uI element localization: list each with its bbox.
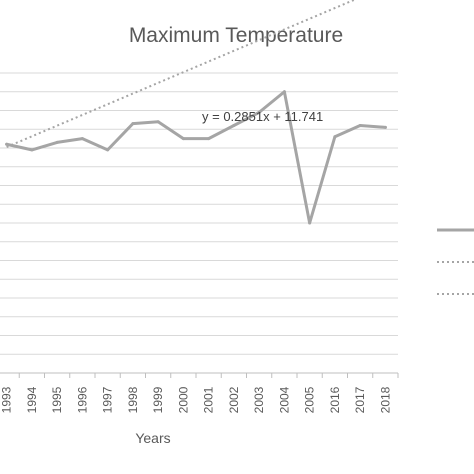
data-point	[232, 124, 236, 127]
x-tick-label: 1996	[75, 386, 89, 413]
data-point	[383, 125, 387, 129]
data-point	[30, 148, 34, 152]
x-tick-label: 1993	[0, 386, 14, 413]
data-point	[282, 90, 286, 94]
data-point	[5, 142, 9, 146]
series-line	[5, 90, 387, 225]
x-tick-label: 2005	[303, 386, 317, 413]
x-tick-label: 1995	[50, 386, 64, 413]
x-tick-label: 2003	[252, 386, 266, 413]
data-point	[131, 122, 135, 126]
data-point	[80, 137, 84, 141]
x-tick-label: 2017	[353, 386, 367, 413]
x-axis-title: Years	[135, 430, 170, 446]
x-tick-label: 1994	[25, 386, 39, 413]
data-point	[106, 148, 110, 152]
x-tick-label: 2001	[202, 386, 216, 413]
data-point	[358, 124, 362, 127]
x-tick-label: 2018	[378, 386, 392, 413]
data-point	[181, 137, 185, 141]
data-point	[308, 221, 312, 225]
x-tick-label: 2004	[277, 386, 291, 413]
data-point	[333, 135, 337, 139]
trendline-equation: y = 0.2851x + 11.741	[202, 109, 323, 124]
data-point	[257, 110, 261, 114]
x-tick-label: 2016	[328, 386, 342, 413]
x-tick-label: 1997	[101, 386, 115, 413]
data-point	[207, 137, 211, 141]
trendline	[6, 0, 357, 148]
data-point	[55, 140, 59, 144]
x-tick-label: 2000	[176, 386, 190, 413]
data-point	[156, 120, 160, 124]
chart-title: Maximum Temperature	[129, 24, 343, 47]
x-tick-label: 2002	[227, 386, 241, 413]
x-tick-label: 1999	[151, 386, 165, 413]
x-tick-label: 1998	[126, 386, 140, 413]
